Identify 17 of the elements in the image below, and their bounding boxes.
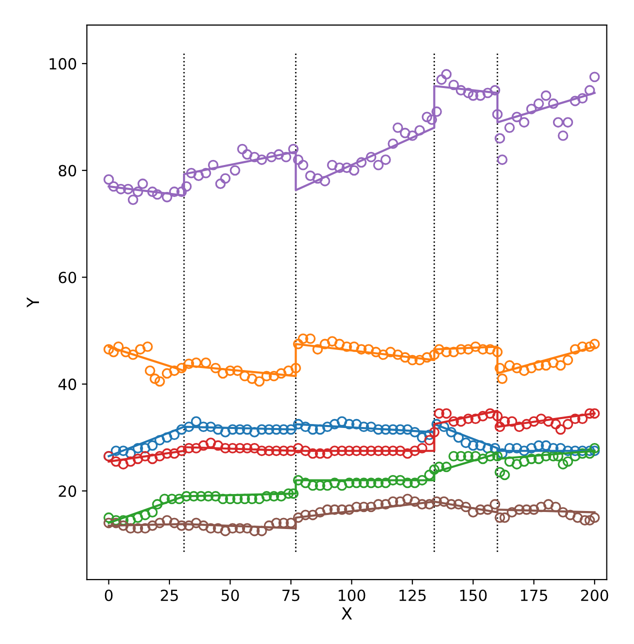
x-tick-label: 100: [338, 590, 366, 602]
x-tick-label: 75: [282, 590, 300, 602]
y-axis-title: Y: [26, 297, 39, 308]
line-series: [108, 84, 596, 197]
x-tick-label: 125: [399, 590, 426, 602]
x-tick-label: 200: [581, 590, 608, 602]
y-tick-label: 100: [50, 58, 76, 70]
x-tick-label: 175: [520, 590, 548, 602]
x-tick-label: 50: [222, 590, 239, 602]
x-axis-title: X: [342, 607, 352, 620]
y-tick-label: 60: [58, 272, 76, 284]
y-tick-label: 40: [58, 378, 76, 390]
x-tick-label: 0: [104, 590, 113, 602]
x-tick-label: 25: [160, 590, 178, 602]
y-tick-label: 80: [58, 164, 76, 176]
x-tick-label: 150: [460, 590, 487, 602]
y-tick-label: 20: [58, 485, 76, 497]
